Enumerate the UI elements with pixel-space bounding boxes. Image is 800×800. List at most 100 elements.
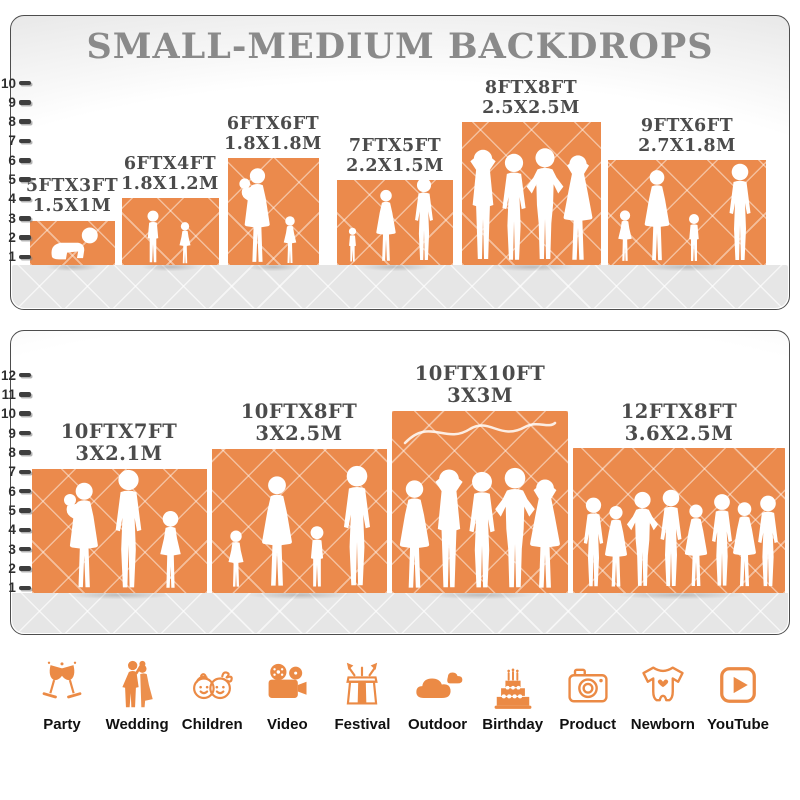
ruler-mark: 1	[1, 580, 31, 596]
ruler-mark: 1	[1, 249, 31, 265]
size-ft: 9FTX6FT	[640, 116, 734, 136]
ruler-mark: 9	[1, 426, 31, 441]
ruler-tick	[18, 177, 31, 182]
ruler-bottom: 12 11 10 9 8 7 6 5 4 3 2 1	[1, 368, 31, 595]
category-label: Festival	[334, 716, 391, 733]
silhouette-family-of-four	[618, 163, 751, 261]
category-newborn: Newborn	[627, 658, 699, 733]
silhouette-boy	[689, 214, 699, 261]
category-label: Newborn	[630, 716, 695, 733]
ruler-tick	[18, 138, 31, 144]
backdrop-label: 7FTX5FT 2.2X1.5M	[315, 136, 475, 176]
category-label: YouTube	[707, 716, 769, 733]
ruler-tick	[18, 566, 31, 571]
decorative-script-squiggle	[403, 421, 557, 445]
ruler-tick	[18, 546, 31, 552]
ruler-mark: 7	[1, 464, 31, 480]
size-m: 3.6X2.5M	[624, 422, 734, 445]
ruler-tick	[18, 196, 31, 202]
ruler-mark: 2	[1, 230, 31, 246]
ruler-number: 8	[8, 444, 16, 460]
silhouette-man	[583, 497, 604, 587]
party-icon	[42, 661, 82, 699]
silhouette-girl	[283, 216, 297, 263]
floor-top-panel	[12, 265, 788, 308]
silhouette-boy	[310, 526, 324, 587]
backdrop-label: 10FTX10FT 3X3M	[400, 363, 560, 407]
ruler-tick	[18, 430, 31, 436]
ruler-tick	[18, 254, 31, 260]
ruler-tick	[18, 235, 31, 240]
page-title: SMALL-MEDIUM BACKDROPS	[86, 26, 714, 67]
ruler-number: 6	[8, 483, 16, 499]
ruler-tick	[18, 450, 31, 455]
silhouette-crawling-baby	[51, 227, 98, 260]
size-ft: 12FTX8FT	[620, 400, 738, 423]
category-label: Product	[559, 716, 617, 733]
ruler-mark: 7	[1, 133, 31, 148]
ruler-mark: 6	[1, 483, 31, 499]
ruler-number: 4	[8, 191, 16, 207]
silhouette-woman	[605, 506, 627, 587]
ruler-mark: 12	[1, 367, 31, 383]
size-ft: 6FTX6FT	[226, 114, 320, 134]
silhouette-woman	[684, 504, 708, 586]
silhouette-man	[712, 494, 732, 586]
size-m: 1.5X1M	[32, 196, 112, 216]
ruler-number: 8	[8, 114, 16, 130]
category-birthday: Birthday	[477, 658, 549, 733]
ruler-number: 12	[1, 367, 17, 383]
size-ft: 10FTX8FT	[240, 400, 358, 423]
size-m: 3X2.1M	[75, 442, 163, 465]
ruler-number: 3	[8, 210, 16, 226]
ruler-top: 10 9 8 7 6 5 4 3 2 1	[1, 76, 31, 264]
size-m: 1.8X1.2M	[121, 174, 219, 194]
silhouette-woman	[733, 502, 756, 587]
ruler-tick	[18, 469, 31, 475]
silhouette-toddler	[348, 227, 357, 262]
ruler-mark: 10	[1, 76, 31, 91]
ruler-mark: 5	[1, 172, 31, 187]
size-ft: 10FTX7FT	[60, 420, 178, 443]
backdrop-6x4	[122, 198, 219, 265]
ruler-number: 1	[8, 249, 16, 265]
ruler-tick	[18, 119, 31, 124]
ruler-mark: 8	[1, 444, 31, 460]
ruler-mark: 9	[1, 94, 31, 110]
category-outdoor: Outdoor	[402, 658, 474, 733]
ruler-number: 2	[8, 230, 16, 246]
category-row: Party Wedding	[10, 658, 790, 733]
silhouette-baby	[51, 227, 98, 260]
backdrop-label: 5FTX3FT 1.5X1M	[0, 176, 152, 216]
ruler-mark: 3	[1, 541, 31, 557]
category-video: Video	[251, 658, 323, 733]
size-m: 2.7X1.8M	[638, 136, 736, 156]
ruler-mark: 3	[1, 210, 31, 226]
size-m: 1.8X1.8M	[224, 134, 322, 154]
ruler-number: 3	[8, 541, 16, 557]
backdrop-label: 6FTX6FT 1.8X1.8M	[193, 114, 353, 154]
ruler-number: 1	[8, 580, 16, 596]
category-label: Video	[267, 716, 308, 733]
silhouette-group-of-eight	[583, 489, 778, 587]
ruler-mark: 4	[1, 191, 31, 207]
ruler-tick	[18, 488, 31, 494]
ruler-tick	[18, 100, 31, 105]
category-label: Outdoor	[407, 716, 468, 733]
silhouette-family-of-three	[64, 469, 181, 588]
ruler-tick	[18, 392, 31, 397]
silhouette-man	[115, 469, 142, 588]
size-ft: 8FTX8FT	[484, 78, 578, 98]
silhouette-girl	[179, 222, 191, 264]
silhouette-girl	[618, 210, 632, 261]
silhouette-woman	[262, 476, 292, 586]
silhouette-woman	[399, 480, 430, 588]
backdrop-label: 12FTX8FT 3.6X2.5M	[599, 401, 759, 445]
ruler-tick	[18, 216, 31, 221]
silhouette-four-adults	[470, 148, 593, 260]
ruler-number: 7	[8, 464, 16, 480]
size-m: 2.2X1.5M	[346, 156, 444, 176]
silhouette-woman	[644, 170, 670, 261]
ruler-number: 9	[8, 94, 16, 110]
